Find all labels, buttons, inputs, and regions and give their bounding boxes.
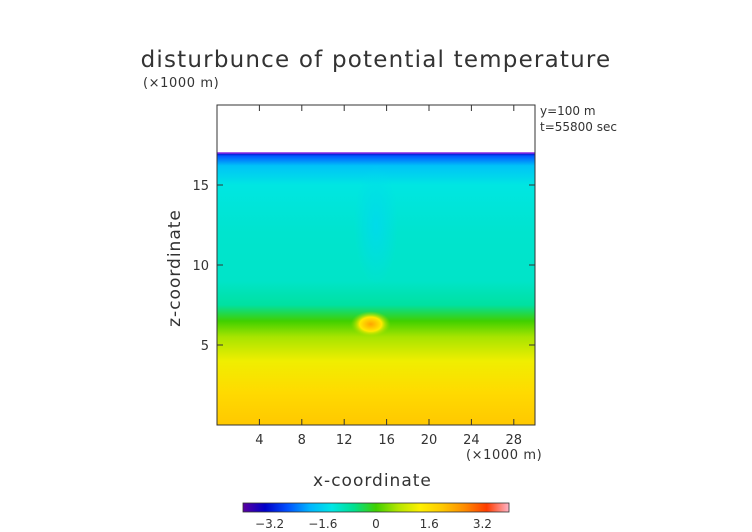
x-tick-label: 4: [255, 433, 263, 448]
colorbar-tick-label: −1.6: [308, 517, 337, 531]
x-tick-label: 8: [298, 433, 306, 448]
y-tick-label: 10: [192, 259, 209, 274]
y-tick-label: 5: [201, 339, 209, 354]
annotation-y-position: y=100 m: [540, 104, 596, 118]
warm-core: [350, 311, 391, 338]
annotation-time: t=55800 sec: [540, 120, 617, 134]
colorbar-tick-label: 0: [372, 517, 380, 531]
x-axis-label: x-coordinate: [313, 471, 432, 491]
colorbar-tick-label: 1.6: [420, 517, 439, 531]
y-axis-unit: (×1000 m): [143, 76, 220, 91]
colorbar-bar: [242, 502, 510, 513]
x-ticks: 4 8 12 16 20 24 28: [255, 105, 522, 448]
cool-plume: [354, 165, 398, 285]
colorbar-tick-label: −3.2: [255, 517, 284, 531]
x-tick-label: 16: [378, 433, 395, 448]
y-ticks: 5 10 15: [192, 179, 535, 354]
x-tick-label: 28: [506, 433, 523, 448]
heatmap-field: [217, 152, 535, 425]
x-tick-label: 24: [463, 433, 480, 448]
colorbar: −3.2 −1.6 0 1.6 3.2: [242, 502, 510, 531]
y-tick-label: 15: [192, 179, 209, 194]
colorbar-tick-label: 3.2: [473, 517, 492, 531]
x-tick-label: 12: [336, 433, 353, 448]
x-tick-label: 20: [421, 433, 438, 448]
chart-title: disturbunce of potential temperature: [140, 47, 612, 73]
x-axis-unit: (×1000 m): [466, 448, 543, 463]
